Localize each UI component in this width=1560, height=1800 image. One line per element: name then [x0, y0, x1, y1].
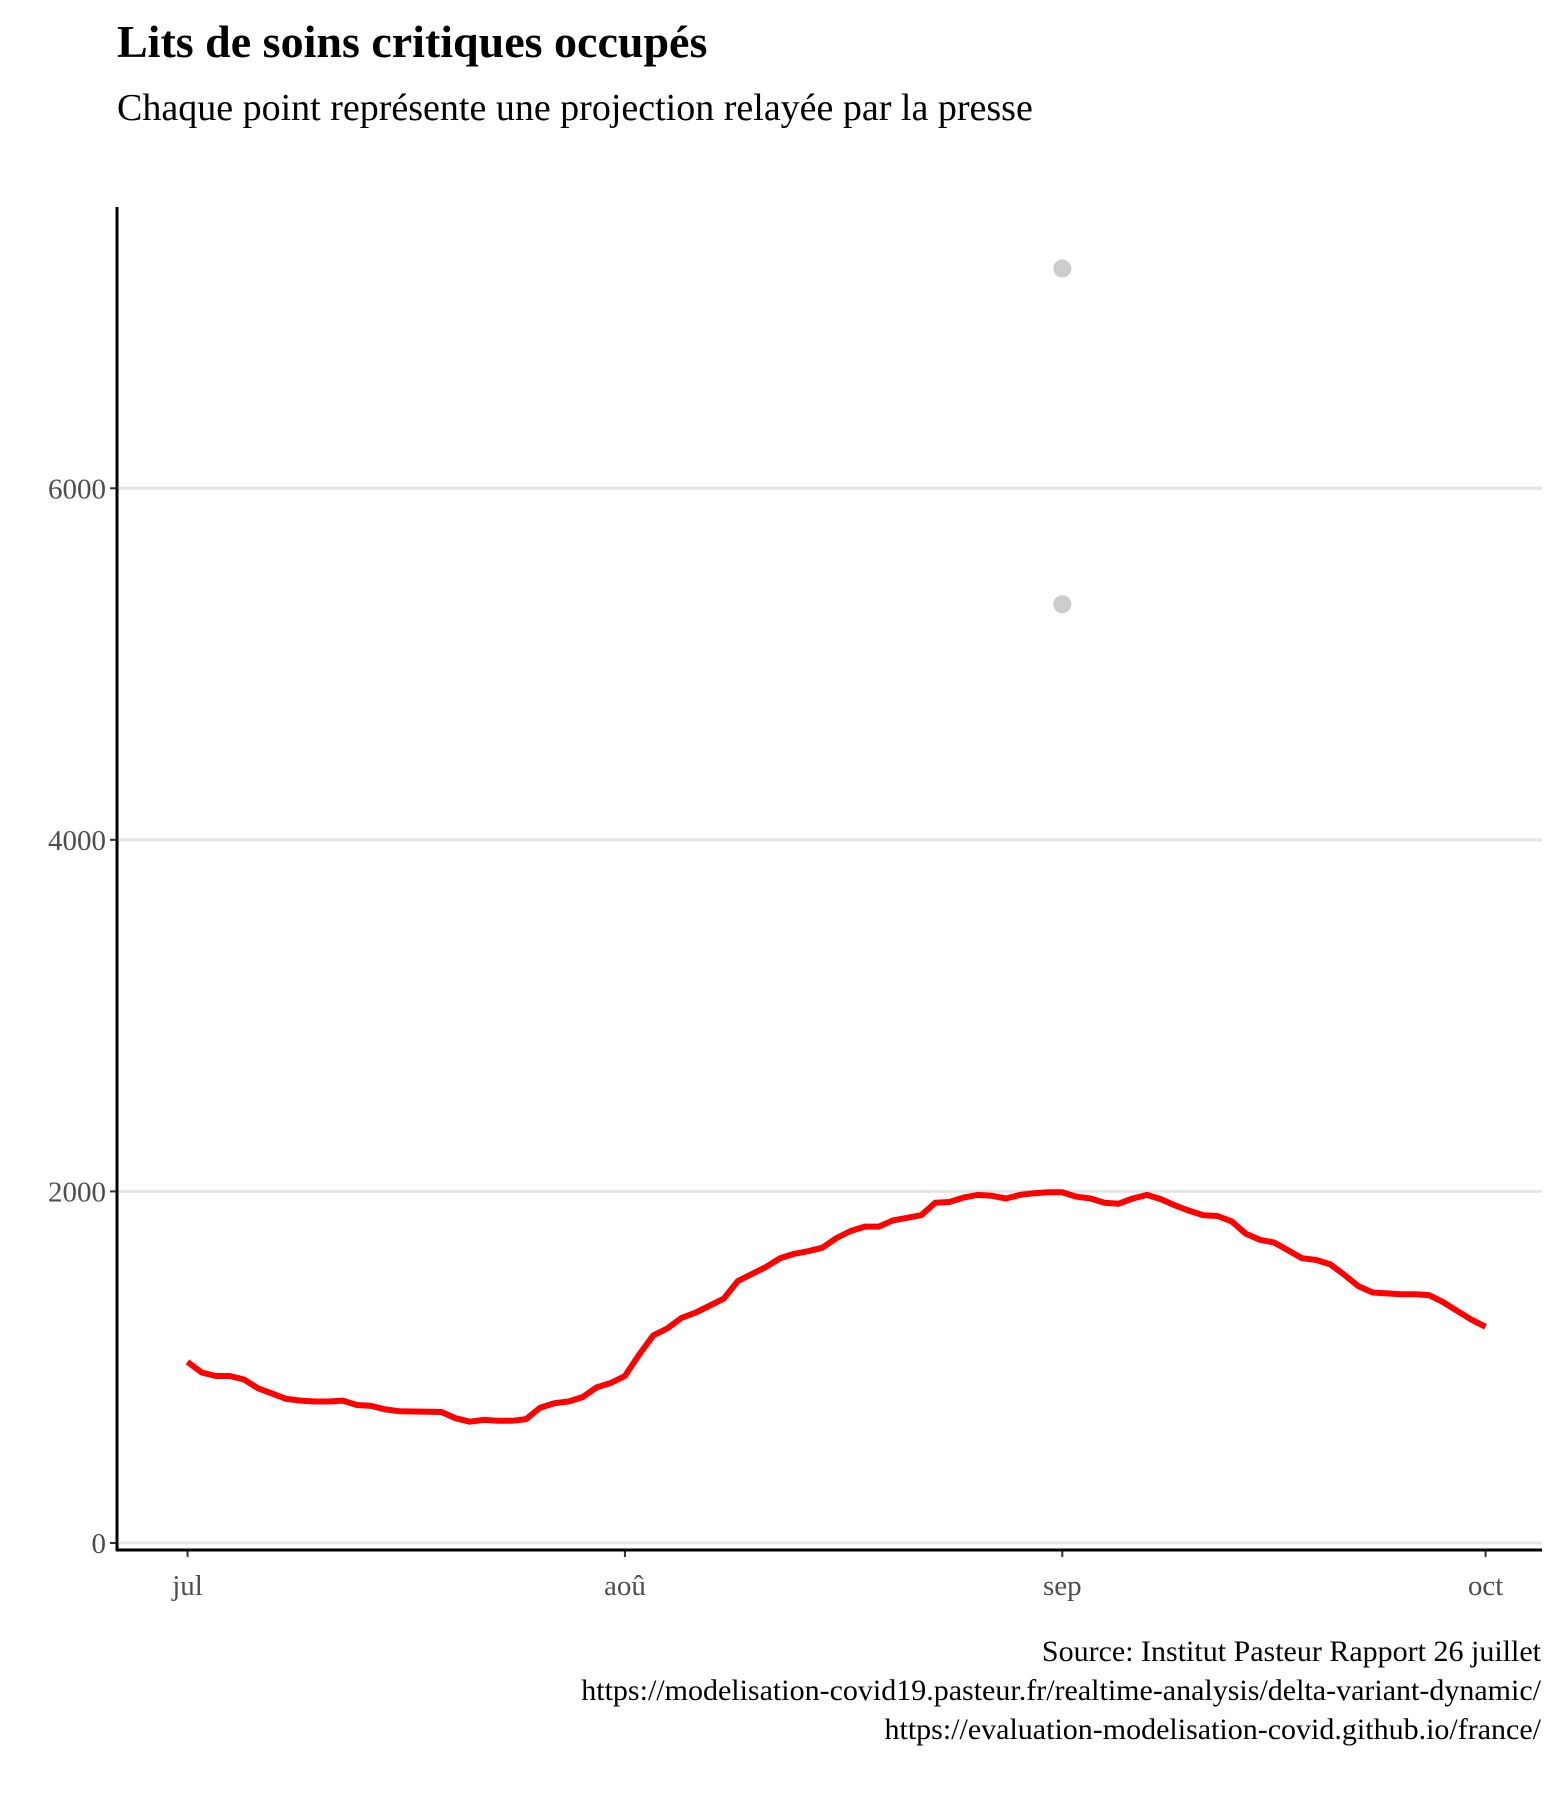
- chart-subtitle: Chaque point représente une projection r…: [117, 87, 1033, 129]
- x-tick-label: sep: [1043, 1570, 1082, 1602]
- projection-point-1: [1053, 595, 1072, 614]
- gridlines: [117, 486, 1542, 1545]
- caption-source: Source: Institut Pasteur Rapport 26 juil…: [1041, 1635, 1541, 1668]
- y-tick-label: 2000: [48, 1176, 106, 1208]
- y-tick-label: 0: [92, 1528, 107, 1560]
- x-tick-label: aoû: [604, 1570, 646, 1602]
- caption-url-evaluation: https://evaluation-modelisation-covid.gi…: [884, 1713, 1541, 1746]
- projection-point-0: [1053, 259, 1072, 278]
- axes: 0 2000 4000 6000 jul aoû sep oct: [48, 207, 1542, 1602]
- chart-title: Lits de soins critiques occupés: [117, 16, 708, 67]
- caption-url-pasteur: https://modelisation-covid19.pasteur.fr/…: [581, 1674, 1541, 1707]
- x-tick-label: oct: [1468, 1570, 1503, 1602]
- y-tick-label: 6000: [48, 473, 106, 505]
- y-tick-label: 4000: [48, 825, 106, 857]
- x-tick-label: jul: [171, 1570, 203, 1602]
- series-line-0: [185, 1189, 1487, 1425]
- data-layer: [185, 259, 1487, 1425]
- caption: Source: Institut Pasteur Rapport 26 juil…: [581, 1632, 1541, 1749]
